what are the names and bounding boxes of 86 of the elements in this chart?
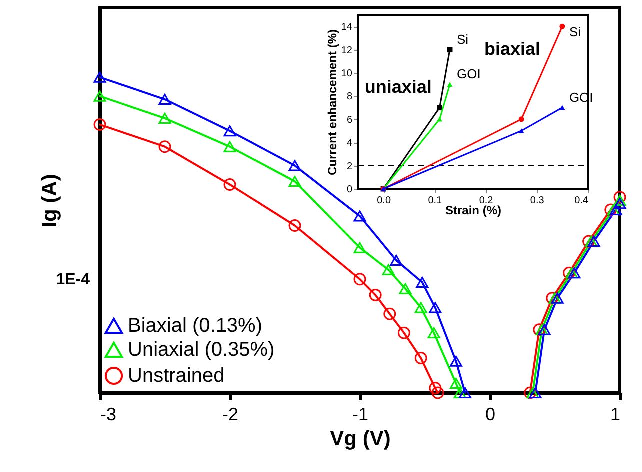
point — [224, 141, 236, 152]
point — [538, 324, 551, 336]
point — [428, 328, 440, 339]
point — [614, 198, 626, 210]
y-tick-label: 8 — [346, 92, 353, 103]
point — [399, 283, 412, 294]
point — [588, 236, 600, 248]
y-axis-title: Current enhancement (%) — [325, 29, 340, 176]
point — [437, 105, 443, 111]
legend-label: Biaxial (0.13%) — [128, 315, 263, 337]
y-tick-label: 2 — [346, 161, 353, 172]
y-tick-label: 10 — [341, 68, 353, 80]
x-tick-label: -3 — [100, 404, 117, 424]
point — [382, 264, 395, 276]
point — [610, 204, 622, 216]
point — [533, 324, 546, 336]
point — [94, 118, 106, 131]
point — [414, 352, 428, 365]
x-tick-label: 0.4 — [574, 196, 589, 206]
point — [518, 128, 524, 134]
point — [429, 302, 442, 314]
point — [158, 112, 172, 124]
point — [614, 191, 626, 204]
x-tick-label: -1 — [352, 404, 369, 424]
point — [354, 210, 366, 222]
annotation: biaxial — [484, 38, 541, 59]
point — [447, 82, 453, 87]
x-axis-title: Strain (%) — [445, 204, 502, 218]
point — [390, 254, 403, 266]
point — [529, 388, 542, 398]
point — [459, 388, 472, 398]
point — [429, 382, 442, 394]
point — [560, 24, 566, 30]
point — [447, 47, 453, 53]
point — [416, 277, 429, 288]
point — [288, 220, 302, 232]
point — [384, 308, 396, 320]
x-tick-label: 0.2 — [479, 196, 494, 206]
point — [614, 195, 626, 206]
point — [450, 356, 462, 367]
point — [354, 242, 366, 254]
y-tick-label: 14 — [341, 22, 353, 34]
x-axis-title: Vg (V) — [330, 428, 391, 450]
x-tick-label: -2 — [222, 404, 239, 424]
point — [524, 386, 537, 400]
series-label: Si — [457, 32, 469, 47]
point — [288, 160, 302, 172]
point — [369, 288, 382, 302]
point — [518, 116, 524, 122]
x-tick-label: 0.0 — [377, 196, 392, 206]
legend-label: Uniaxial (0.35%) — [128, 339, 275, 361]
point — [158, 140, 172, 154]
series-label: GOI — [457, 66, 481, 82]
point — [398, 326, 410, 340]
x-tick-label: 1 — [610, 404, 620, 424]
point — [560, 105, 566, 110]
series-label: Si — [569, 24, 582, 40]
point — [454, 388, 466, 398]
point — [94, 72, 106, 83]
point — [354, 273, 366, 286]
point — [414, 302, 428, 314]
x-tick-label: 0.1 — [428, 196, 443, 206]
text: 1E-4 — [56, 271, 90, 288]
point — [437, 117, 443, 122]
x-tick-label: 0.3 — [530, 196, 545, 206]
x-tick-label: 0 — [485, 404, 496, 424]
point — [158, 94, 172, 106]
y-tick-label: 4 — [346, 138, 353, 150]
point — [94, 90, 106, 102]
legend-label: Unstrained — [128, 365, 225, 387]
point — [551, 292, 564, 304]
point — [546, 292, 559, 305]
y-tick-label: 0 — [346, 184, 353, 196]
point — [563, 266, 576, 280]
point — [604, 204, 618, 216]
y-tick-label: 12 — [341, 45, 353, 56]
y-tick-label: 6 — [346, 114, 353, 126]
annotation: uniaxial — [364, 77, 432, 98]
point — [582, 235, 596, 248]
point — [568, 268, 581, 279]
point — [224, 178, 236, 191]
point — [432, 386, 444, 400]
point — [288, 176, 302, 188]
point — [224, 126, 236, 137]
y-axis-title: Ig (A) — [38, 174, 62, 228]
point — [450, 378, 462, 390]
